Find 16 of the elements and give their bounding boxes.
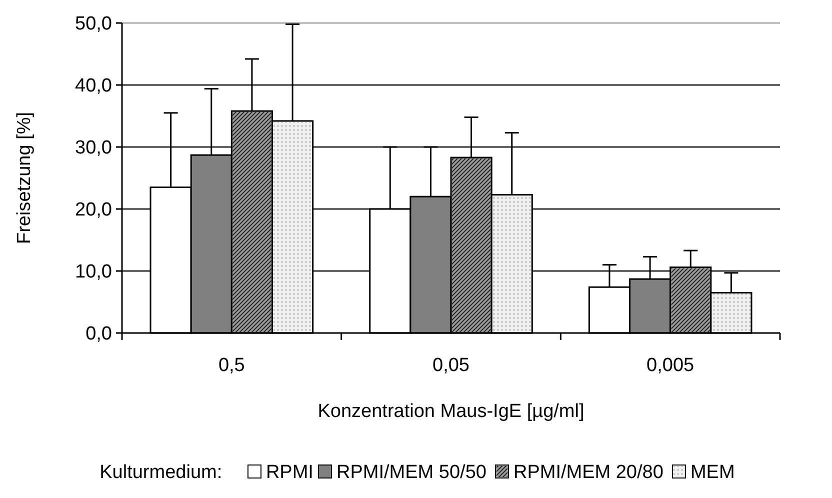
y-tick-label: 10,0 [75, 262, 112, 283]
x-tick-label: 0,05 [432, 355, 470, 376]
legend-label: RPMI/MEM 20/80 [513, 462, 664, 483]
x-tick-label: 0,005 [646, 355, 694, 376]
x-axis-title: Konzentration Maus-IgE [µg/ml] [318, 401, 584, 422]
y-axis-title: Freisetzung [%] [14, 112, 35, 244]
y-tick-label: 0,0 [86, 324, 112, 345]
legend-label: MEM [690, 462, 735, 483]
x-tick-label: 0,5 [218, 355, 245, 376]
legend-label: RPMI [266, 462, 314, 483]
y-tick-label: 30,0 [75, 138, 112, 159]
y-tick-label: 40,0 [75, 76, 112, 97]
legend-label: RPMI/MEM 50/50 [336, 462, 486, 483]
y-tick-label: 50,0 [75, 14, 112, 35]
legend-title: Kulturmedium: [100, 462, 222, 483]
y-tick-label: 20,0 [75, 200, 112, 221]
